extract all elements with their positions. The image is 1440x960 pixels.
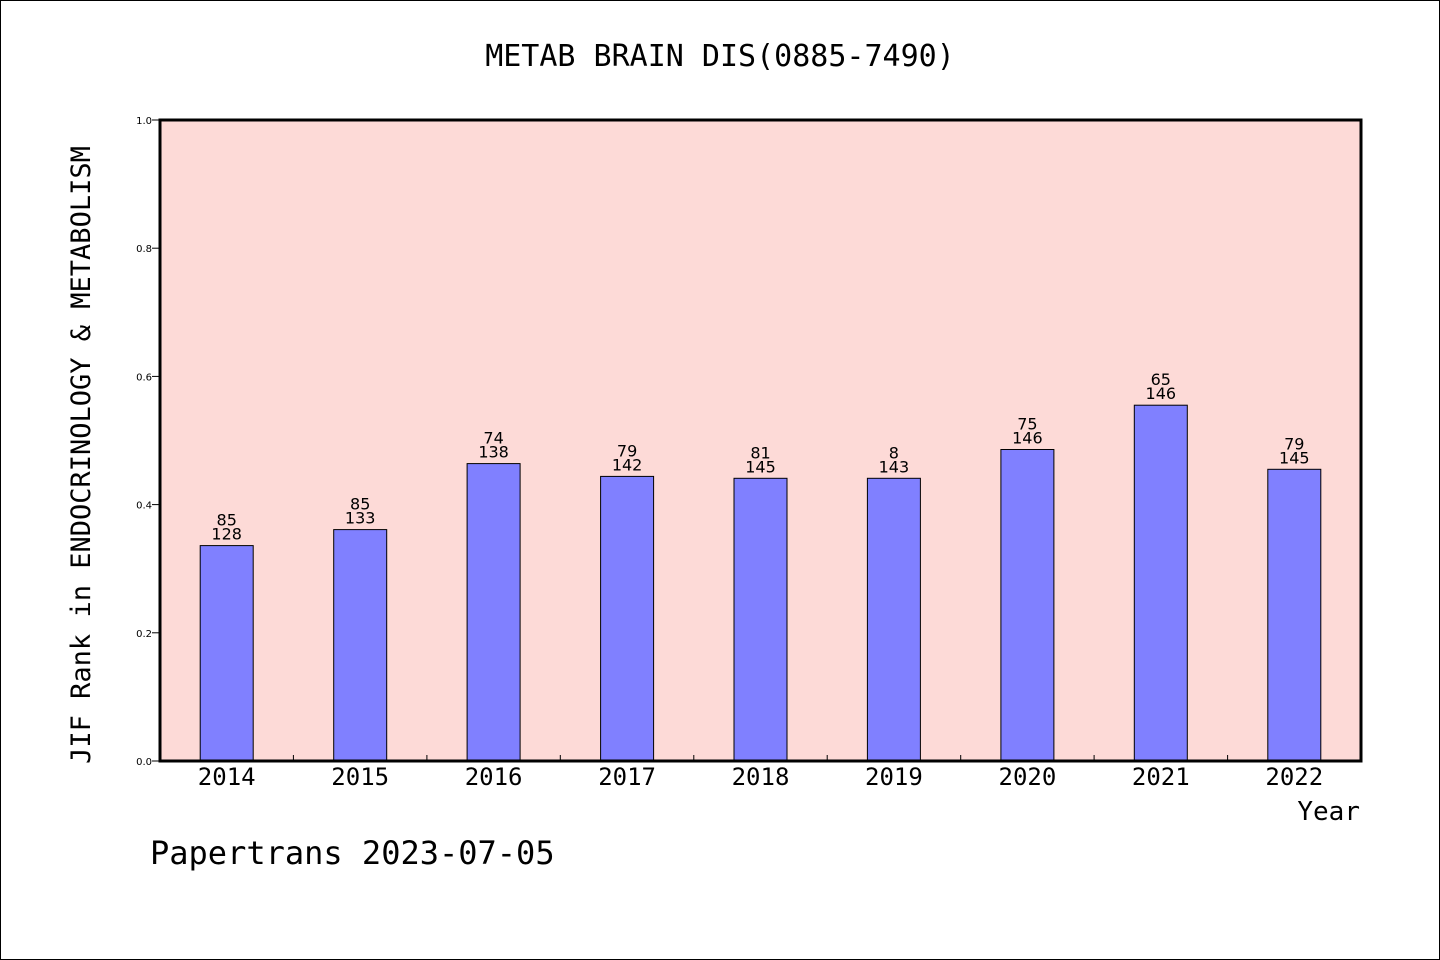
bar-2022 — [1267, 468, 1322, 762]
x-tick-label-2019: 2019 — [865, 763, 923, 791]
total-label-2021: 146 — [1146, 384, 1177, 403]
x-tick-label-2017: 2017 — [598, 763, 656, 791]
x-tick-label-2022: 2022 — [1265, 763, 1323, 791]
total-label-2015: 133 — [345, 509, 376, 528]
footer-text: Papertrans 2023-07-05 — [150, 834, 555, 872]
x-tick-label-2015: 2015 — [331, 763, 389, 791]
total-label-2016: 138 — [478, 443, 509, 462]
x-tick-label-2020: 2020 — [999, 763, 1057, 791]
bar-2014 — [199, 545, 254, 762]
rank-label-2015: 85 — [350, 495, 370, 514]
y-tick-label: 0.8 — [136, 244, 152, 255]
y-tick-label: 0.6 — [136, 372, 152, 383]
bar-2017 — [600, 475, 655, 762]
rank-label-2017: 79 — [617, 441, 637, 460]
x-axis-label: Year — [1297, 797, 1360, 827]
rank-label-2022: 79 — [1284, 434, 1304, 453]
total-label-2018: 145 — [745, 457, 776, 476]
rank-label-2018: 81 — [750, 443, 770, 462]
x-tick-label-2014: 2014 — [198, 763, 256, 791]
plot-border — [158, 118, 1363, 763]
rank-label-2021: 65 — [1151, 370, 1171, 389]
bars-layer — [199, 404, 1322, 762]
bar-2020 — [1000, 449, 1055, 762]
bar-2018 — [733, 477, 788, 762]
bar-2015 — [333, 529, 388, 762]
ticks-layer: 2014 2015 2016 2017 2018 2019 2020 2021 2022 0.0 0… — [136, 116, 1323, 791]
x-tick-label-2016: 2016 — [465, 763, 523, 791]
x-tick-label-2018: 2018 — [732, 763, 790, 791]
total-label-2017: 142 — [612, 455, 643, 474]
x-tick-label-2021: 2021 — [1132, 763, 1190, 791]
y-tick-label: 0.2 — [136, 629, 152, 640]
y-tick-label: 0.0 — [136, 757, 152, 768]
total-label-2020: 146 — [1012, 429, 1043, 448]
rank-label-2020: 75 — [1017, 415, 1037, 434]
total-label-2014: 128 — [211, 525, 242, 544]
y-axis-label: JIF Rank in ENDOCRINOLOGY & METABOLISM — [66, 146, 97, 764]
rank-label-2014: 85 — [217, 511, 237, 530]
chart-title: METAB BRAIN DIS(0885-7490) — [485, 39, 955, 74]
rank-label-2016: 74 — [483, 429, 503, 448]
y-tick-label: 0.4 — [136, 501, 152, 512]
total-label-2019: 143 — [879, 457, 910, 476]
bar-2021 — [1133, 404, 1188, 762]
rank-label-2019: 8 — [889, 443, 899, 462]
total-label-2022: 145 — [1279, 448, 1310, 467]
bar-2019 — [866, 477, 921, 762]
bar-2016 — [466, 463, 521, 762]
y-tick-label: 1.0 — [136, 116, 152, 127]
